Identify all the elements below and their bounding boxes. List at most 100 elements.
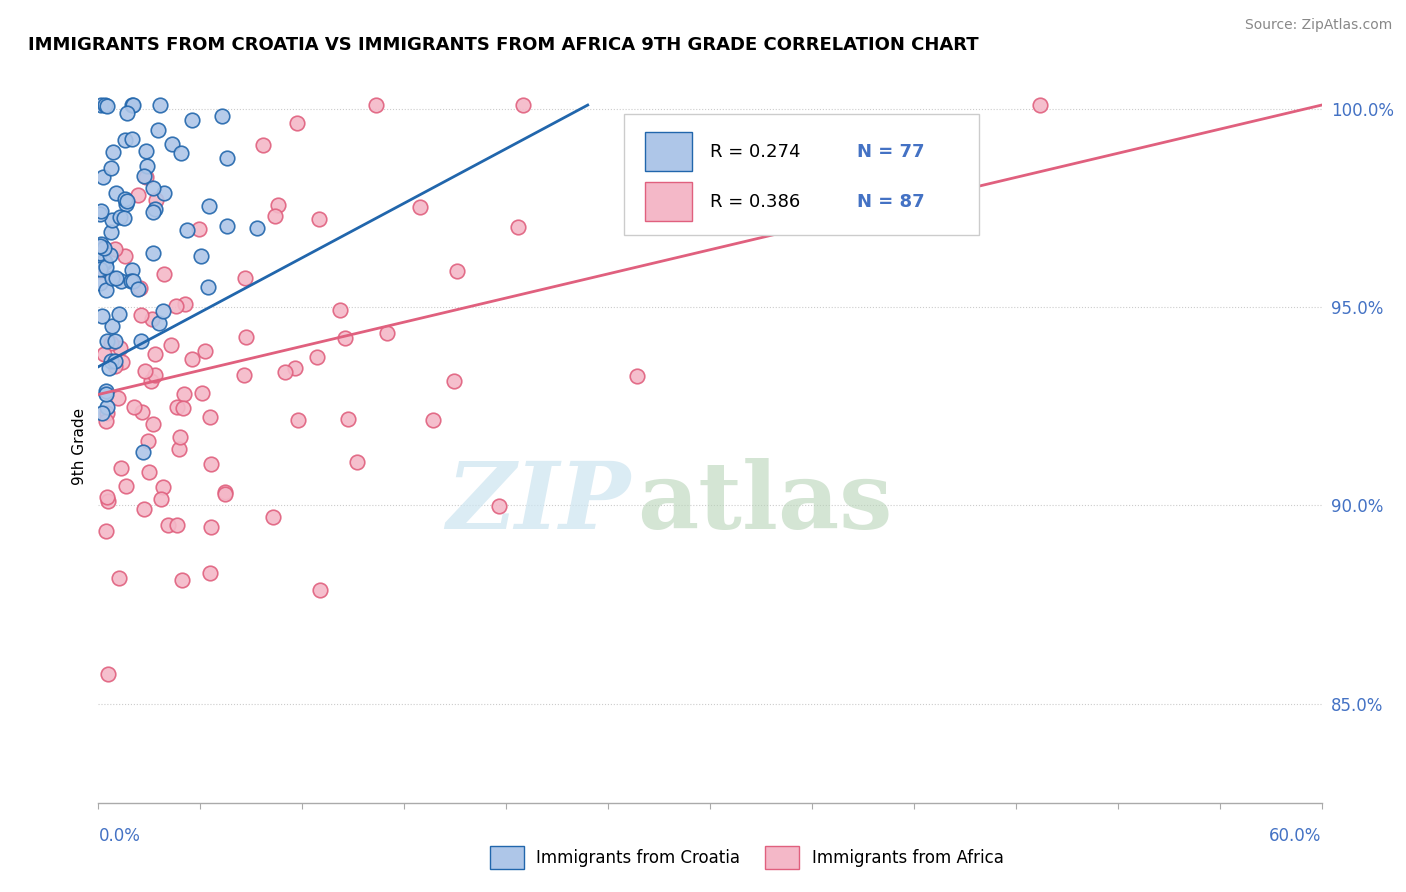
Point — [181, 351, 204, 366]
Point — [96, 406, 118, 420]
Point — [145, 193, 167, 207]
Point — [215, 151, 238, 165]
Point — [93, 241, 115, 255]
Point — [346, 455, 368, 469]
Text: atlas: atlas — [637, 458, 891, 548]
Point — [89, 261, 111, 276]
Point — [149, 491, 172, 506]
Point — [135, 144, 157, 158]
Point — [98, 361, 121, 376]
Point — [104, 353, 127, 368]
Point — [153, 186, 176, 201]
Point — [214, 485, 236, 500]
Point — [152, 304, 174, 318]
Point — [121, 132, 143, 146]
Y-axis label: 9th Grade: 9th Grade — [72, 408, 87, 484]
Point — [235, 330, 257, 344]
Point — [100, 225, 122, 239]
Point — [104, 359, 127, 374]
Point — [134, 364, 156, 378]
Point — [114, 192, 136, 206]
Point — [190, 250, 212, 264]
Point — [104, 242, 127, 256]
Point — [143, 347, 166, 361]
Point — [246, 221, 269, 235]
Point — [141, 374, 163, 388]
Point — [114, 197, 136, 211]
Point — [114, 133, 136, 147]
Point — [120, 275, 142, 289]
Point — [143, 202, 166, 216]
FancyBboxPatch shape — [624, 114, 979, 235]
Point — [200, 520, 222, 534]
Point — [93, 254, 115, 268]
Point — [131, 405, 153, 419]
Point — [89, 246, 111, 260]
Point — [274, 365, 297, 379]
Point — [89, 239, 111, 253]
Point — [197, 280, 219, 294]
Point — [142, 417, 165, 431]
Point — [100, 354, 122, 368]
Bar — [645, 182, 692, 221]
Point — [104, 186, 127, 200]
Point — [181, 113, 204, 128]
Point — [91, 406, 114, 420]
Point — [173, 297, 195, 311]
Point — [443, 375, 465, 389]
Point — [142, 181, 165, 195]
Point — [129, 334, 152, 348]
Point — [148, 316, 170, 330]
Point — [96, 400, 118, 414]
Point — [132, 445, 155, 459]
Point — [166, 517, 188, 532]
Point — [114, 249, 136, 263]
Point — [135, 159, 157, 173]
Text: N = 77: N = 77 — [856, 143, 924, 161]
Point — [96, 260, 118, 275]
Point — [166, 400, 188, 414]
Point — [138, 465, 160, 479]
Point — [94, 387, 117, 401]
Point — [94, 98, 117, 112]
Point — [117, 194, 139, 208]
Point — [97, 667, 120, 681]
Point — [101, 145, 124, 160]
Text: ZIP: ZIP — [446, 458, 630, 548]
Point — [94, 524, 117, 539]
Point — [232, 368, 254, 382]
Point — [143, 368, 166, 383]
Point — [98, 248, 121, 262]
Point — [97, 494, 120, 508]
Point — [89, 207, 111, 221]
Point — [141, 312, 163, 326]
Point — [1028, 98, 1050, 112]
Point — [336, 412, 359, 426]
Point — [129, 281, 152, 295]
Point — [129, 308, 152, 322]
Point — [285, 116, 308, 130]
Point — [100, 212, 122, 227]
Point — [169, 430, 191, 444]
Point — [252, 138, 274, 153]
Point — [308, 583, 330, 598]
Point — [134, 169, 156, 184]
Text: Immigrants from Croatia: Immigrants from Croatia — [536, 849, 741, 867]
Point — [152, 480, 174, 494]
Point — [188, 222, 211, 236]
Point — [198, 199, 221, 213]
Point — [167, 442, 190, 457]
Point — [149, 98, 172, 112]
Point — [108, 210, 131, 224]
Point — [93, 254, 115, 268]
Point — [101, 271, 124, 285]
Bar — [645, 132, 692, 171]
Point — [170, 573, 193, 587]
Point — [115, 105, 138, 120]
Point — [198, 410, 221, 425]
Text: N = 87: N = 87 — [856, 193, 924, 211]
Point — [136, 434, 159, 448]
Point — [308, 212, 330, 227]
Point — [198, 566, 221, 580]
Point — [110, 274, 132, 288]
